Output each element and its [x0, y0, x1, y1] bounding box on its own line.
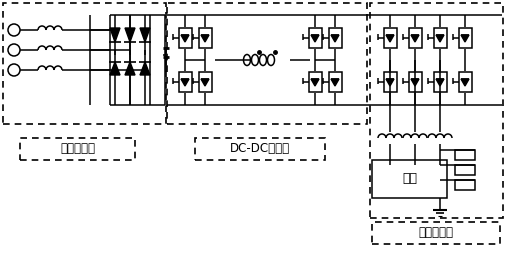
Polygon shape: [311, 35, 318, 42]
Polygon shape: [330, 35, 338, 42]
Bar: [198, 72, 212, 92]
Bar: [20, 138, 135, 160]
Bar: [454, 165, 474, 175]
Bar: [433, 28, 446, 48]
Bar: [3, 3, 166, 124]
Polygon shape: [181, 35, 189, 42]
Polygon shape: [330, 79, 338, 86]
Bar: [179, 72, 191, 92]
Polygon shape: [200, 35, 209, 42]
Bar: [198, 28, 212, 48]
Polygon shape: [200, 79, 209, 86]
Polygon shape: [140, 28, 149, 42]
Polygon shape: [385, 79, 393, 86]
Bar: [371, 222, 499, 244]
Polygon shape: [311, 79, 318, 86]
Bar: [408, 72, 421, 92]
Polygon shape: [125, 28, 135, 42]
Polygon shape: [410, 79, 418, 86]
Bar: [454, 180, 474, 190]
Text: 输入整流级: 输入整流级: [60, 143, 95, 155]
Bar: [167, 3, 366, 124]
Bar: [369, 3, 502, 218]
Text: 负载: 负载: [401, 173, 416, 186]
Polygon shape: [140, 62, 149, 75]
Text: 输出逆变级: 输出逆变级: [418, 227, 452, 240]
Polygon shape: [125, 62, 135, 75]
Polygon shape: [110, 62, 120, 75]
Bar: [383, 28, 396, 48]
Bar: [328, 72, 341, 92]
Polygon shape: [435, 35, 443, 42]
Bar: [458, 28, 471, 48]
Polygon shape: [181, 79, 189, 86]
Bar: [458, 72, 471, 92]
Bar: [371, 160, 446, 198]
Bar: [179, 28, 191, 48]
Bar: [454, 150, 474, 160]
Polygon shape: [110, 28, 120, 42]
Bar: [309, 72, 321, 92]
Polygon shape: [460, 35, 468, 42]
Polygon shape: [410, 35, 418, 42]
Polygon shape: [435, 79, 443, 86]
Bar: [433, 72, 446, 92]
Polygon shape: [460, 79, 468, 86]
Bar: [408, 28, 421, 48]
Polygon shape: [385, 35, 393, 42]
Text: DC-DC变换级: DC-DC变换级: [229, 143, 289, 155]
Bar: [194, 138, 324, 160]
Bar: [328, 28, 341, 48]
Bar: [309, 28, 321, 48]
Bar: [383, 72, 396, 92]
